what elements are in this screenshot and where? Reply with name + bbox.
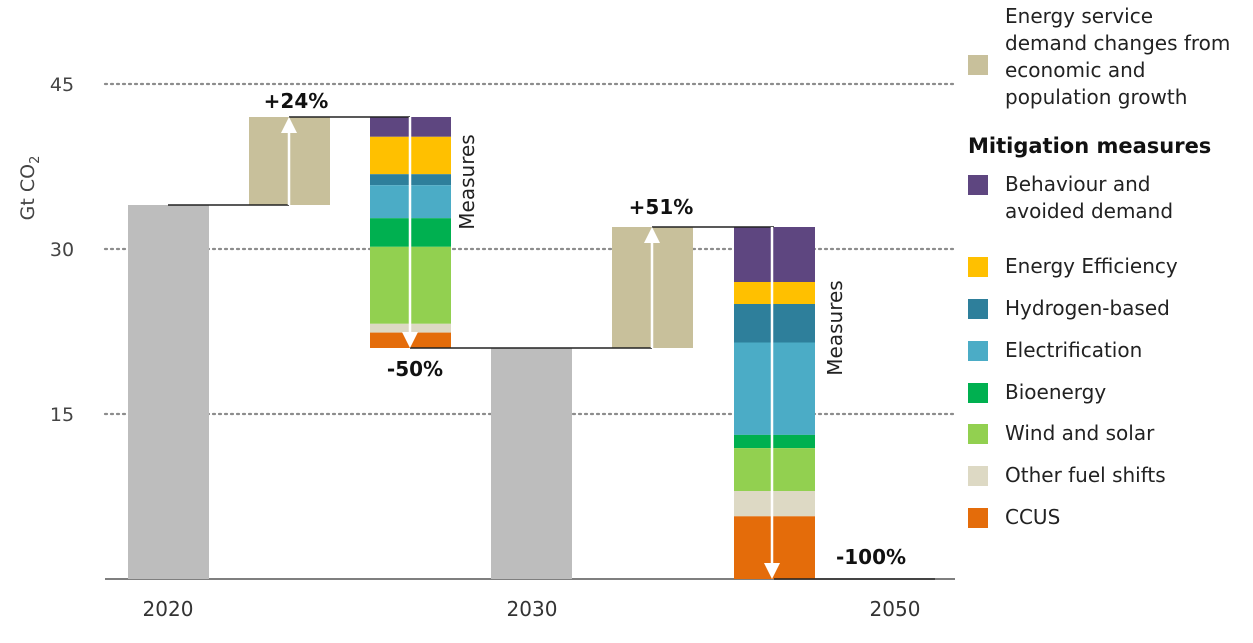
segment-electrification xyxy=(734,342,815,435)
y-axis-label-subscript: 2 xyxy=(28,156,43,164)
legend-label-behaviour: Behaviour and avoided demand xyxy=(1005,172,1174,223)
segment-behaviour xyxy=(734,227,815,282)
growth-arrow-2050-head xyxy=(644,227,660,243)
y-tick-label: 45 xyxy=(50,74,74,96)
legend-swatch-ccus xyxy=(968,508,988,528)
total-bar-2030 xyxy=(491,348,572,579)
legend-swatch-efficiency xyxy=(968,257,988,277)
connectors xyxy=(168,116,935,580)
y-tick-label: 30 xyxy=(50,239,74,261)
legend-item-electrification: Electrification xyxy=(968,337,1235,364)
legend-swatch-hydrogen xyxy=(968,299,988,319)
legend-swatch-behaviour xyxy=(968,175,988,195)
legend-label-wind_solar: Wind and solar xyxy=(1005,421,1155,445)
segment-bioenergy xyxy=(734,434,815,449)
arrows xyxy=(281,117,780,579)
legend-swatch-other xyxy=(968,466,988,486)
measures-label: Measures xyxy=(823,280,847,375)
x-category-label: 2020 xyxy=(143,597,194,621)
labels: +24% -50% Measures +51% -100% Measures 2020 203… xyxy=(143,89,921,621)
legend-swatch-bioenergy xyxy=(968,383,988,403)
legend-item-behaviour: Behaviour and avoided demand xyxy=(968,171,1195,225)
legend-label-hydrogen: Hydrogen-based xyxy=(1005,296,1170,320)
legend-item-hydrogen: Hydrogen-based xyxy=(968,295,1235,322)
measures-arrow-2050-head xyxy=(764,563,780,579)
y-axis-label-text: Gt CO xyxy=(17,164,39,220)
total-bar-2020 xyxy=(128,205,209,579)
percent-label: -50% xyxy=(387,357,443,381)
percent-label: +51% xyxy=(629,195,694,219)
legend-swatch-electrification xyxy=(968,341,988,361)
segment-other xyxy=(734,491,815,517)
legend-label-efficiency: Energy Efficiency xyxy=(1005,254,1178,278)
measures-arrow-2030-head xyxy=(402,332,418,348)
legend-label-electrification: Electrification xyxy=(1005,338,1143,362)
x-category-label: 2050 xyxy=(870,597,921,621)
percent-label: +24% xyxy=(264,89,329,113)
legend-item-efficiency: Energy Efficiency xyxy=(968,253,1235,280)
legend-item-growth: Energy service demand changes from econo… xyxy=(968,3,1235,111)
percent-label: -100% xyxy=(836,545,906,569)
legend-swatch-growth xyxy=(968,55,988,75)
legend-item-wind_solar: Wind and solar xyxy=(968,420,1235,447)
measures-label: Measures xyxy=(455,134,479,229)
segment-hydrogen xyxy=(734,304,815,343)
legend-label-bioenergy: Bioenergy xyxy=(1005,380,1107,404)
legend-item-other: Other fuel shifts xyxy=(968,462,1235,489)
y-tick-label: 15 xyxy=(50,404,74,426)
legend-label-growth: Energy service demand changes from econo… xyxy=(1005,4,1231,109)
y-axis-label: Gt CO2 xyxy=(17,156,43,221)
segment-wind_solar xyxy=(734,448,815,491)
legend-item-ccus: CCUS xyxy=(968,504,1235,531)
legend-group-title: Mitigation measures xyxy=(968,134,1212,158)
growth-arrow-2030-head xyxy=(281,117,297,133)
legend-item-bioenergy: Bioenergy xyxy=(968,379,1235,406)
legend-label-ccus: CCUS xyxy=(1005,505,1061,529)
legend-label-other: Other fuel shifts xyxy=(1005,463,1166,487)
x-category-label: 2030 xyxy=(507,597,558,621)
waterfall-chart: 15 30 45 +24% -50% Measures +51% -100% Measures… xyxy=(17,74,957,621)
legend-swatch-wind_solar xyxy=(968,424,988,444)
segment-efficiency xyxy=(734,282,815,304)
